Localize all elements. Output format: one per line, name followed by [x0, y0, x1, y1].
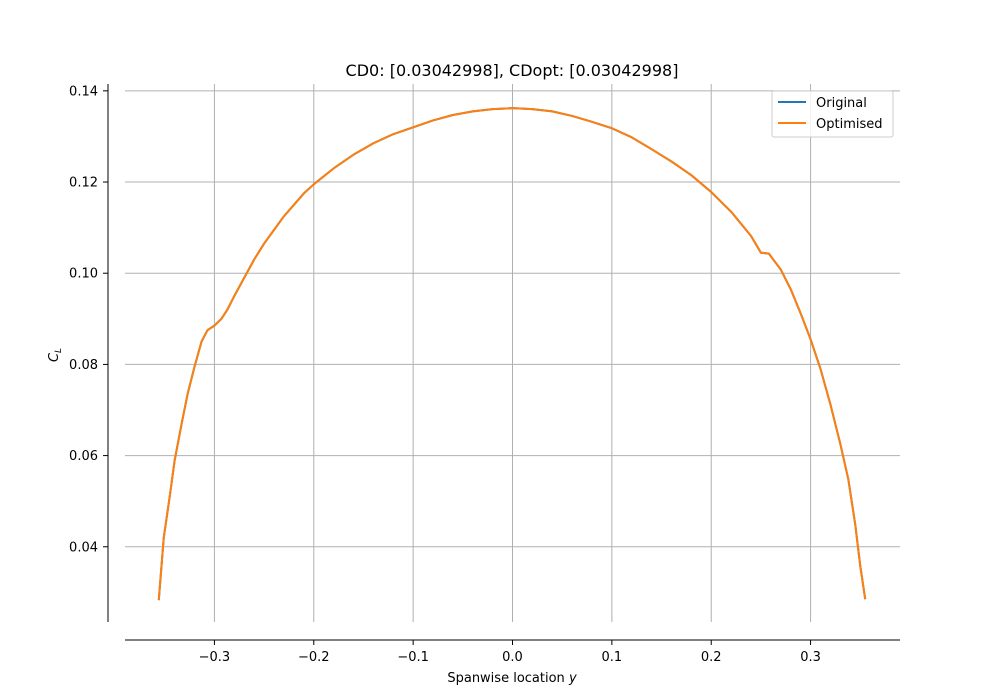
y-ticks: 0.04 0.06 0.08 0.10 0.12 0.14 — [69, 84, 108, 555]
chart-title: CD0: [0.03042998], CDopt: [0.03042998] — [346, 61, 679, 80]
x-tick-label-0-1: 0.1 — [602, 650, 623, 665]
y-tick-label-0-06: 0.06 — [69, 449, 98, 464]
y-tick-label-0-10: 0.10 — [69, 267, 98, 282]
x-tick-label-minus0-2: −0.2 — [298, 650, 330, 665]
y-axis-label: CL — [47, 348, 64, 362]
x-tick-label-0-0: 0.0 — [502, 650, 523, 665]
x-tick-label-0-3: 0.3 — [800, 650, 821, 665]
y-tick-label-0-04: 0.04 — [69, 540, 98, 555]
x-ticks: −0.3 −0.2 −0.1 0.0 0.1 0.2 0.3 — [199, 640, 821, 665]
legend-label-optimised: Optimised — [816, 117, 883, 132]
legend: Original Optimised — [771, 90, 894, 138]
series-line-optimised — [157, 107, 867, 601]
y-axis-label-symbol: C — [47, 352, 62, 362]
x-tick-label-minus0-3: −0.3 — [199, 650, 231, 665]
legend-label-original: Original — [816, 96, 867, 111]
x-tick-label-0-2: 0.2 — [701, 650, 722, 665]
x-axis-label-text: Spanwise location — [447, 671, 564, 686]
y-tick-label-0-14: 0.14 — [69, 84, 98, 99]
y-tick-label-0-12: 0.12 — [69, 176, 98, 191]
y-tick-label-0-08: 0.08 — [69, 358, 98, 373]
grid — [125, 84, 900, 622]
x-axis-label-variable: y — [568, 671, 577, 686]
x-axis-label: Spanwise location y — [447, 671, 577, 686]
y-axis-label-subscript: L — [54, 348, 64, 353]
x-tick-label-minus0-1: −0.1 — [397, 650, 429, 665]
series-lines — [157, 107, 867, 601]
